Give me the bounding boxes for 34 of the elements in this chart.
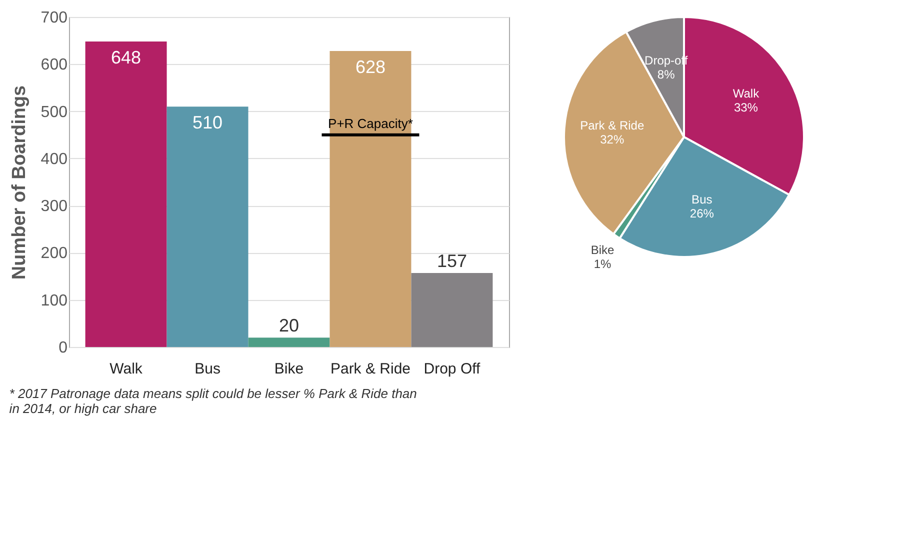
slice-label: Bike [590, 242, 614, 257]
y-tick-label: 600 [40, 56, 68, 74]
x-tick-label: Bus [194, 360, 220, 378]
bar [248, 338, 330, 347]
data-label: 32% [600, 132, 624, 146]
bar [411, 272, 493, 347]
x-tick-label: Bike [274, 360, 304, 378]
text: * 2017 Patronage data means split could be lesser % Park & Ride than in 2014, or high car share [9, 386, 417, 416]
x-tick-label: Walk [110, 360, 143, 378]
data-label: 628 [355, 56, 386, 77]
y-tick-label: 700 [40, 10, 68, 26]
data-label: 157 [436, 250, 467, 271]
y-axis-title: Number of Boardings [8, 85, 30, 280]
slice-label: Walk [732, 86, 760, 100]
y-tick-label: 0 [58, 340, 68, 356]
data-label: 648 [111, 48, 142, 68]
bar [166, 106, 248, 347]
slice-label: Park & Ride [580, 118, 644, 132]
slice-label: Bus [692, 192, 712, 207]
y-tick-label: 500 [40, 104, 68, 121]
y-tick-label: 400 [40, 150, 68, 168]
data-label: 510 [192, 112, 223, 133]
bar [330, 50, 412, 347]
x-tick-label: Park & Ride [330, 360, 411, 378]
data-label: 33% [734, 100, 758, 114]
y-tick-label: 200 [40, 245, 68, 262]
y-tick-label: 100 [40, 292, 68, 310]
data-label: 20 [278, 316, 300, 336]
x-tick-label: Drop Off [424, 360, 481, 378]
bar [85, 42, 167, 347]
data-label: 26% [690, 206, 714, 221]
data-label: 1% [594, 256, 612, 271]
y-tick-label: 300 [40, 198, 68, 216]
data-label: 8% [657, 67, 676, 82]
